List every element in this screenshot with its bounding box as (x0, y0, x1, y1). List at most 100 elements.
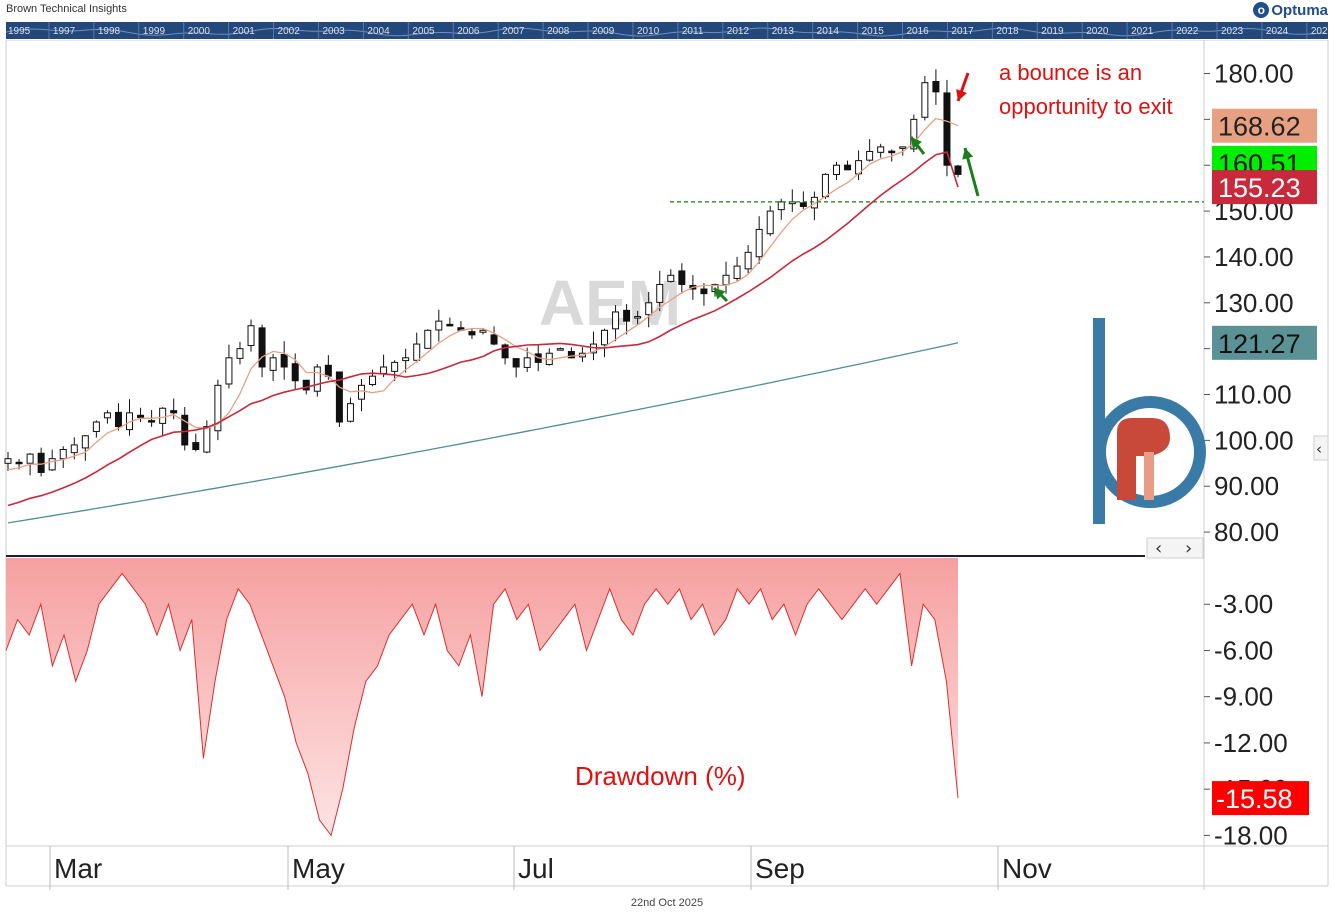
red-arrow-icon (956, 72, 970, 102)
timeline-year-label: 2000 (188, 26, 211, 37)
price-tick-label: 100.00 (1214, 425, 1294, 455)
timeline-strip[interactable]: 1995 1997 1998 1999 2000 2001 2002 2003 2004 2005… (6, 22, 1328, 39)
timeline-year-label: 2012 (727, 26, 750, 37)
candlesticks (4, 69, 962, 477)
candle-body (744, 251, 752, 270)
candle-body (335, 371, 343, 423)
candle-body (15, 461, 23, 465)
timeline-year-label: 1999 (143, 26, 166, 37)
candle-body (203, 426, 211, 453)
candle-body (523, 357, 531, 368)
timeline-year-label: 1998 (98, 26, 121, 37)
scroll-nav-box (1146, 537, 1204, 559)
candle-body (512, 358, 520, 368)
timeline-year-label: 2001 (233, 26, 256, 37)
green-arrow-icon (962, 147, 980, 197)
candle-body (324, 364, 332, 377)
candle-body (81, 435, 89, 449)
candle-body (623, 309, 631, 322)
candle-body (214, 384, 222, 432)
timeline-year-label: 2025 (1311, 26, 1328, 37)
ma-value-label-bg (1212, 108, 1317, 143)
candle-body (501, 344, 509, 359)
timeline-year-label: 2014 (817, 26, 840, 37)
candle-body (766, 210, 774, 235)
candle-body (899, 146, 907, 149)
arrow-head (962, 148, 974, 160)
candle-body (413, 343, 421, 361)
candle-body (612, 311, 620, 330)
date-axis-label: Mar (54, 853, 102, 884)
candle-body (888, 150, 896, 154)
candle-body (313, 366, 321, 392)
candle-body (932, 81, 940, 93)
drawdown-last-label: -15.58 (1216, 784, 1293, 814)
timeline-year-label: 2002 (278, 26, 301, 37)
candle-body (777, 201, 785, 211)
candle-body (402, 357, 410, 362)
price-tick-label: 110.00 (1214, 380, 1292, 410)
optuma-logo-icon: o (1253, 2, 1270, 18)
candle-body (556, 348, 564, 351)
timeline-year-label: 1995 (8, 26, 31, 37)
moving-average-line (7, 117, 959, 471)
timeline-year-label: 2021 (1131, 26, 1154, 37)
candle-body (700, 288, 708, 295)
side-panel-toggle-box (1313, 435, 1329, 461)
price-tick-label: 80.00 (1214, 517, 1279, 547)
candle-body (181, 414, 189, 446)
candle-body (424, 329, 432, 349)
brand-title: Brown Technical Insights (6, 3, 127, 15)
timeline-price-line (6, 27, 1327, 37)
timeline-year-label: 2011 (682, 26, 704, 37)
timeline-year-label: 2018 (996, 26, 1019, 37)
timeline-year-label: 2020 (1086, 26, 1109, 37)
candle-body (225, 357, 233, 385)
candle-body (921, 82, 929, 118)
drawdown-tick-label: -12.00 (1214, 728, 1288, 758)
candle-body (357, 384, 365, 400)
candle-body (37, 452, 45, 473)
candle-body (247, 325, 255, 347)
candle-body (601, 329, 609, 346)
scroll-left-button[interactable]: ‹ (1155, 538, 1162, 559)
ma-value-label: 121.27 (1218, 329, 1301, 359)
timeline-navigator[interactable]: 1995 1997 1998 1999 2000 2001 2002 2003 2004 2005… (6, 22, 1328, 39)
date-axis-label: Nov (1002, 853, 1052, 884)
candle-body (103, 412, 111, 419)
timeline-year-label: 2022 (1176, 26, 1199, 37)
candle-body (269, 357, 277, 371)
candle-body (821, 173, 829, 198)
candle-body (678, 270, 686, 285)
timeline-year-label: 2004 (367, 26, 390, 37)
candle-body (722, 274, 730, 286)
date-axis-label: Sep (755, 853, 805, 884)
candle-body (137, 414, 145, 418)
brown-insights-logo (1093, 318, 1206, 524)
ma-value-label-bg (1212, 325, 1317, 360)
candle-body (656, 283, 664, 303)
drawdown-tick-label: -9.00 (1214, 682, 1273, 712)
chart-canvas[interactable]: AEM a bounce is an opportunity to exit 80.0… (0, 40, 1334, 892)
candle-body (391, 361, 399, 372)
candle-body (70, 444, 78, 454)
green-arrow-icon (909, 136, 926, 155)
scroll-right-button[interactable]: › (1185, 538, 1192, 559)
candle-body (114, 411, 122, 428)
candle-body (645, 302, 653, 316)
candle-body (866, 150, 874, 161)
arrow-head (714, 288, 726, 300)
timeline-year-label: 2017 (951, 26, 974, 37)
timeline-year-label: 2005 (412, 26, 435, 37)
candle-body (810, 196, 818, 209)
candle-body (943, 92, 951, 166)
candle-body (755, 228, 763, 258)
ma-value-label-bg (1212, 170, 1317, 205)
timeline-year-label: 2019 (1041, 26, 1064, 37)
candle-body (192, 442, 200, 451)
candle-body (567, 351, 575, 359)
candle-body (236, 348, 244, 359)
moving-average-line (7, 151, 959, 507)
timeline-year-label: 2008 (547, 26, 570, 37)
side-panel-toggle[interactable]: ‹ (1316, 440, 1322, 458)
